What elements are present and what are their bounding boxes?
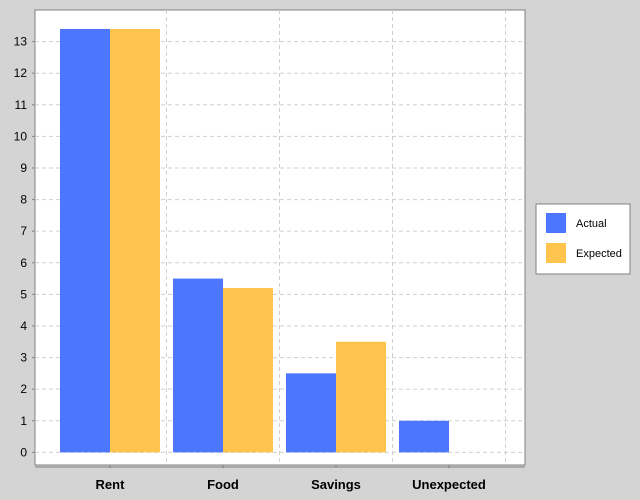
bar-actual-food — [173, 278, 223, 453]
y-tick-label: 8 — [20, 193, 27, 207]
y-tick-label: 1 — [20, 414, 27, 428]
bar-actual-savings — [286, 373, 336, 453]
x-category-label: Unexpected — [412, 477, 486, 492]
y-tick-label: 11 — [15, 98, 28, 112]
y-tick-label: 2 — [20, 382, 27, 396]
bar-actual-unexpected — [399, 420, 449, 453]
x-category-label: Food — [207, 477, 239, 492]
bar-expected-savings — [336, 341, 386, 453]
x-category-label: Rent — [96, 477, 126, 492]
y-tick-label: 12 — [14, 66, 28, 80]
y-tick-label: 10 — [14, 129, 28, 143]
y-tick-label: 13 — [14, 35, 28, 49]
legend-label-expected: Expected — [576, 248, 622, 260]
y-tick-label: 7 — [20, 224, 27, 238]
x-category-label: Savings — [311, 477, 361, 492]
legend-swatch-expected — [546, 243, 566, 263]
y-tick-label: 4 — [20, 319, 27, 333]
legend-label-actual: Actual — [576, 218, 607, 230]
y-tick-label: 0 — [20, 445, 27, 459]
legend: Actual Expected — [535, 203, 631, 275]
y-tick-label: 5 — [20, 287, 27, 301]
bar-expected-rent — [110, 28, 160, 453]
y-tick-label: 6 — [20, 256, 27, 270]
y-tick-label: 9 — [20, 161, 27, 175]
y-tick-label: 3 — [20, 351, 27, 365]
legend-swatch-actual — [546, 213, 566, 233]
bar-actual-rent — [60, 28, 110, 453]
bar-expected-food — [223, 288, 273, 453]
